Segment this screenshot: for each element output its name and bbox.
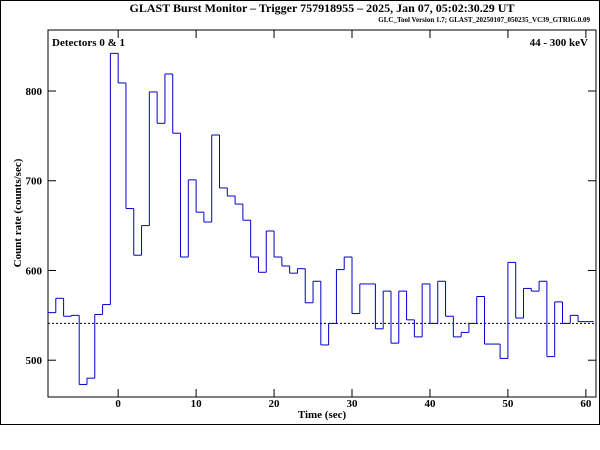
x-tick-label: 30 — [347, 398, 359, 410]
x-tick-label: 0 — [115, 398, 121, 410]
chart-subtitle: GLC_Tool Version 1.7; GLAST_20250107_050… — [378, 16, 590, 24]
y-tick-label: 600 — [26, 265, 43, 277]
x-tick-label: 10 — [191, 398, 203, 410]
y-axis-label: Count rate (counts/sec) — [12, 158, 24, 267]
annotation: Detectors 0 & 1 — [52, 37, 125, 49]
x-tick-label: 40 — [424, 398, 436, 410]
annotation: 44 - 300 keV — [530, 37, 588, 49]
frame — [0, 0, 600, 425]
x-axis-label: Time (sec) — [298, 409, 347, 421]
x-tick-label: 60 — [580, 398, 592, 410]
y-tick-label: 500 — [26, 355, 43, 367]
x-tick-label: 20 — [269, 398, 281, 410]
plot-area — [47, 29, 597, 398]
x-tick-label: 50 — [502, 398, 514, 410]
chart-title: GLAST Burst Monitor – Trigger 757918955 … — [130, 1, 515, 15]
y-tick-label: 700 — [26, 176, 43, 188]
y-tick-label: 800 — [26, 86, 43, 98]
